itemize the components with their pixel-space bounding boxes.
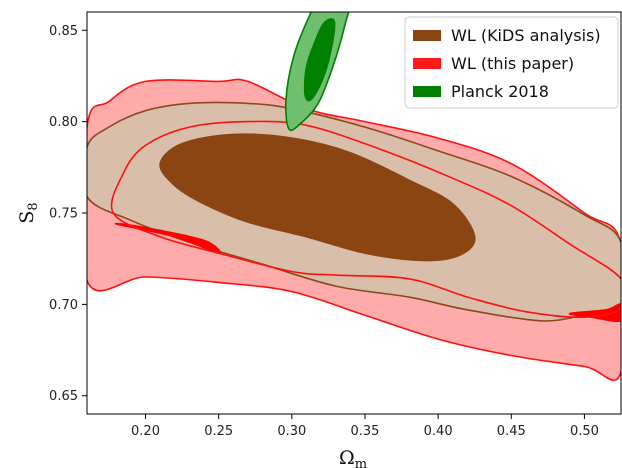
x-axis: 0.20 0.25 0.30 0.35 0.40 0.45 0.50 bbox=[131, 414, 599, 439]
y-tick-label: 0.65 bbox=[49, 389, 78, 404]
legend-label-this-paper: WL (this paper) bbox=[451, 54, 574, 73]
x-tick-label: 0.20 bbox=[131, 424, 160, 439]
x-tick-label: 0.45 bbox=[497, 424, 526, 439]
legend-swatch-this-paper bbox=[413, 58, 441, 69]
planck-68-contour bbox=[303, 18, 336, 102]
contour-layer bbox=[87, 12, 621, 382]
y-tick-label: 0.80 bbox=[49, 115, 78, 130]
y-axis: 0.65 0.70 0.75 0.80 0.85 bbox=[49, 24, 87, 404]
legend-swatch-planck bbox=[413, 86, 441, 97]
y-axis-label: S8 bbox=[16, 202, 41, 223]
legend: WL (KiDS analysis) WL (this paper) Planc… bbox=[404, 16, 619, 109]
y-tick-label: 0.70 bbox=[49, 298, 78, 313]
this-paper-sliver-0 bbox=[114, 222, 221, 254]
legend-frame bbox=[404, 16, 619, 109]
x-tick-label: 0.40 bbox=[424, 424, 453, 439]
legend-label-planck: Planck 2018 bbox=[451, 82, 549, 101]
x-tick-label: 0.35 bbox=[350, 424, 379, 439]
legend-swatch-kids bbox=[413, 30, 441, 41]
x-axis-label: Ωm bbox=[339, 447, 367, 468]
kids-68-contour bbox=[159, 133, 476, 262]
x-tick-label: 0.50 bbox=[570, 424, 599, 439]
y-tick-label: 0.85 bbox=[49, 24, 78, 39]
x-tick-label: 0.25 bbox=[204, 424, 233, 439]
x-tick-label: 0.30 bbox=[277, 424, 306, 439]
legend-label-kids: WL (KiDS analysis) bbox=[451, 26, 601, 45]
y-tick-label: 0.75 bbox=[49, 207, 78, 222]
